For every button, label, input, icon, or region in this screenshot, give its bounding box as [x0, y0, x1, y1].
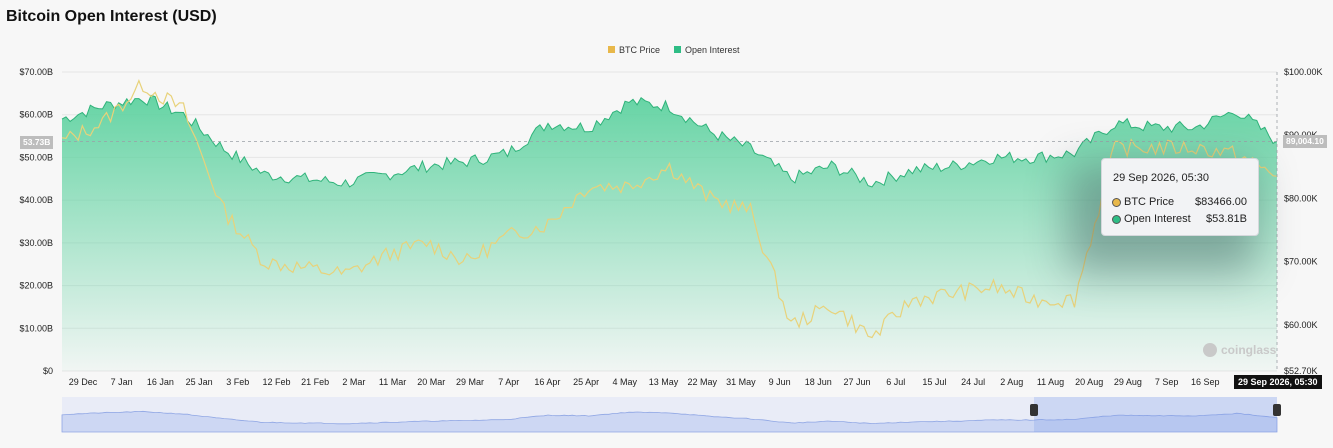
left-axis-tick-label: $40.00B [19, 195, 53, 205]
chart-title: Bitcoin Open Interest (USD) [6, 8, 217, 25]
right-axis-tick-label: $60.00K [1284, 320, 1318, 330]
x-axis-tick-label: 15 Jul [922, 377, 946, 387]
tooltip: 29 Sep 2026, 05:30 BTC Price $83466.00 O… [1101, 158, 1259, 236]
tooltip-row-open-interest: Open Interest $53.81B [1112, 213, 1247, 225]
x-axis-tick-label: 22 May [687, 377, 717, 387]
x-axis-tick-label: 9 Jun [769, 377, 791, 387]
legend-swatch [608, 46, 615, 53]
open-interest-area [61, 94, 1278, 372]
watermark-text: coinglass [1221, 343, 1277, 357]
left-axis-tick-label: $60.00B [19, 110, 53, 120]
right-axis-tick-label: $52.70K [1284, 366, 1318, 376]
x-axis-tick-label: 3 Feb [226, 377, 249, 387]
open-interest-area-fill [62, 95, 1277, 372]
legend-label: Open Interest [685, 45, 740, 55]
coinglass-logo-icon [1203, 343, 1217, 357]
watermark: coinglass [1203, 343, 1276, 357]
x-axis-tick-label: 16 Apr [534, 377, 560, 387]
x-axis-tick-label: 11 Aug [1037, 377, 1064, 387]
left-axis-tick-label: $20.00B [19, 281, 53, 291]
right-axis-tick-label: $70.00K [1284, 257, 1318, 267]
x-axis-tick-label: 4 May [613, 377, 638, 387]
left-axis: $70.00B $60.00B $50.00B $40.00B $30.00B $20.0… [19, 67, 53, 376]
x-axis-tick-label: 29 Aug [1114, 377, 1142, 387]
legend: BTC Price Open Interest [608, 45, 740, 55]
legend-swatch [674, 46, 681, 53]
x-axis-tick-label: 20 Mar [417, 377, 445, 387]
x-axis-tick-label: 6 Jul [886, 377, 905, 387]
crosshair [62, 72, 1278, 371]
btc-price-line [61, 78, 1278, 339]
x-axis-tick-label: 20 Aug [1075, 377, 1103, 387]
x-axis-tick-label: 12 Feb [262, 377, 290, 387]
x-axis-tick-label: 16 Jan [147, 377, 174, 387]
tooltip-value: $53.81B [1206, 213, 1247, 225]
x-axis-tick-label: 25 Jan [186, 377, 213, 387]
tooltip-row-btc-price: BTC Price $83466.00 [1112, 196, 1247, 208]
x-axis-tick-label: 2 Mar [342, 377, 365, 387]
x-axis-tick-label: 18 Jun [805, 377, 832, 387]
tooltip-label: Open Interest [1124, 213, 1191, 225]
tooltip-label: BTC Price [1124, 196, 1175, 208]
navigator-selection [1034, 397, 1277, 432]
tooltip-value: $83466.00 [1195, 196, 1247, 208]
btc-price-line-path [61, 78, 1278, 339]
open-interest-line [61, 94, 1278, 188]
right-axis: $100.00K$90.00K$80.00K$70.00K$60.00K$52.… [1284, 67, 1323, 376]
x-axis-tick-label: 24 Jul [961, 377, 985, 387]
crosshair-right-value: 89,004.10 [1283, 135, 1327, 148]
btc-price-dot-icon [1112, 197, 1121, 207]
range-navigator[interactable] [61, 397, 1281, 433]
navigator-series [61, 410, 1278, 433]
left-axis-tick-label: $30.00B [19, 238, 53, 248]
x-axis-tick-label: 16 Sep [1191, 377, 1220, 387]
x-axis-tick-label: 29 Dec [69, 377, 98, 387]
left-axis-tick-label: $70.00B [19, 67, 53, 77]
navigator-handle[interactable] [1030, 404, 1038, 416]
x-axis-tick-label: 31 May [726, 377, 756, 387]
x-axis-tick-label: 7 Jan [111, 377, 133, 387]
tooltip-time: 29 Sep 2026, 05:30 [1113, 172, 1210, 184]
crosshair-time-badge: 29 Sep 2026, 05:30 [1234, 375, 1322, 389]
x-axis-tick-label: 25 Apr [573, 377, 599, 387]
x-axis-tick-label: 2 Aug [1000, 377, 1023, 387]
x-axis-tick-label: 29 Mar [456, 377, 484, 387]
right-axis-tick-label: $80.00K [1284, 193, 1318, 203]
left-axis-tick-label: $10.00B [19, 323, 53, 333]
navigator-handle[interactable] [1273, 404, 1281, 416]
crosshair-left-value: 53.73B [20, 136, 54, 149]
x-axis-tick-label: 7 Sep [1155, 377, 1179, 387]
x-axis-tick-label: 11 Mar [379, 377, 406, 387]
x-axis-tick-label: 21 Feb [301, 377, 329, 387]
x-axis-tick-label: 7 Apr [498, 377, 519, 387]
x-axis-tick-label: 27 Jun [843, 377, 870, 387]
open-interest-dot-icon [1112, 214, 1121, 224]
left-axis-tick-label: $0 [43, 366, 53, 376]
left-axis-tick-label: $50.00B [19, 152, 53, 162]
x-axis: 29 Dec 7 Jan 16 Jan 25 Jan 3 Feb 12 Feb 21 Feb… [69, 377, 1220, 387]
x-axis-tick-label: 13 May [649, 377, 679, 387]
legend-label: BTC Price [619, 45, 660, 55]
right-axis-tick-label: $100.00K [1284, 67, 1323, 77]
